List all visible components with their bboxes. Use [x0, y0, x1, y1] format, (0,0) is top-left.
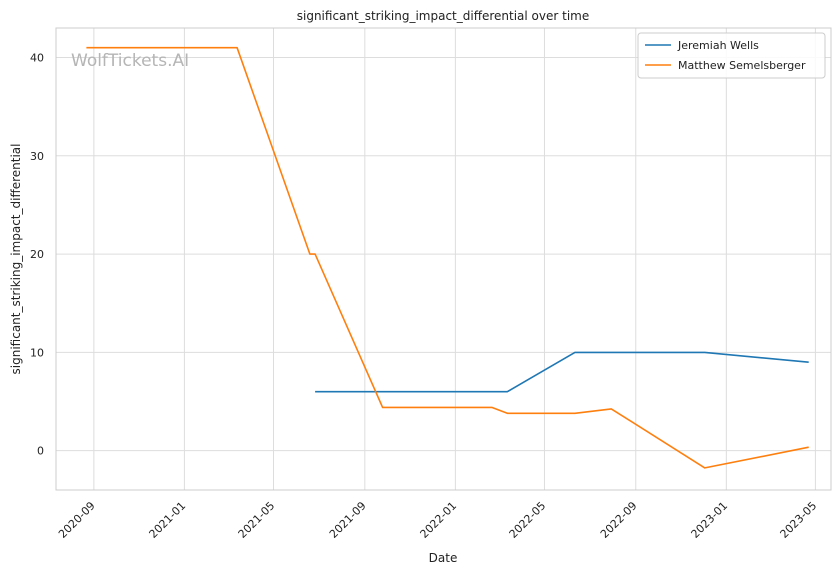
x-tick-label: 2023-01	[689, 499, 731, 541]
chart-title: significant_striking_impact_differential…	[297, 9, 589, 23]
series-lines	[86, 46, 809, 469]
y-tick-label: 40	[30, 51, 44, 64]
x-tick-label: 2022-05	[507, 499, 549, 541]
plot-background	[56, 28, 831, 490]
x-tick-label: 2021-05	[236, 499, 278, 541]
plot-frame	[55, 27, 832, 491]
y-tick-label: 30	[30, 150, 44, 163]
x-tick-label: 2021-09	[327, 499, 369, 541]
x-tick-label: 2023-05	[778, 499, 820, 541]
legend: Jeremiah Wells Matthew Semelsberger	[637, 32, 826, 79]
watermark: WolfTickets.AI	[71, 51, 189, 71]
x-tick-label: 2022-01	[418, 499, 460, 541]
legend-box	[637, 32, 826, 79]
x-tick-labels: 2020-09 2021-01 2021-05 2021-09 2022-01 2022-…	[56, 499, 819, 541]
x-tick-label: 2021-01	[147, 499, 189, 541]
y-tick-label: 20	[30, 248, 44, 261]
series-line-jeremiah-wells	[315, 351, 809, 393]
x-axis-title: Date	[429, 551, 458, 565]
y-tick-label: 0	[37, 445, 44, 458]
series-line-matthew-semelsberger	[86, 46, 809, 469]
legend-label-jeremiah-wells: Jeremiah Wells	[677, 39, 759, 52]
legend-label-matthew-semelsberger: Matthew Semelsberger	[678, 59, 806, 72]
x-tick-label: 2022-09	[598, 499, 640, 541]
y-tick-labels: 0 10 20 30 40	[30, 51, 44, 457]
y-axis-title: significant_striking_impact_differential	[9, 144, 23, 375]
y-tick-label: 10	[30, 346, 44, 359]
x-tick-label: 2020-09	[56, 499, 98, 541]
